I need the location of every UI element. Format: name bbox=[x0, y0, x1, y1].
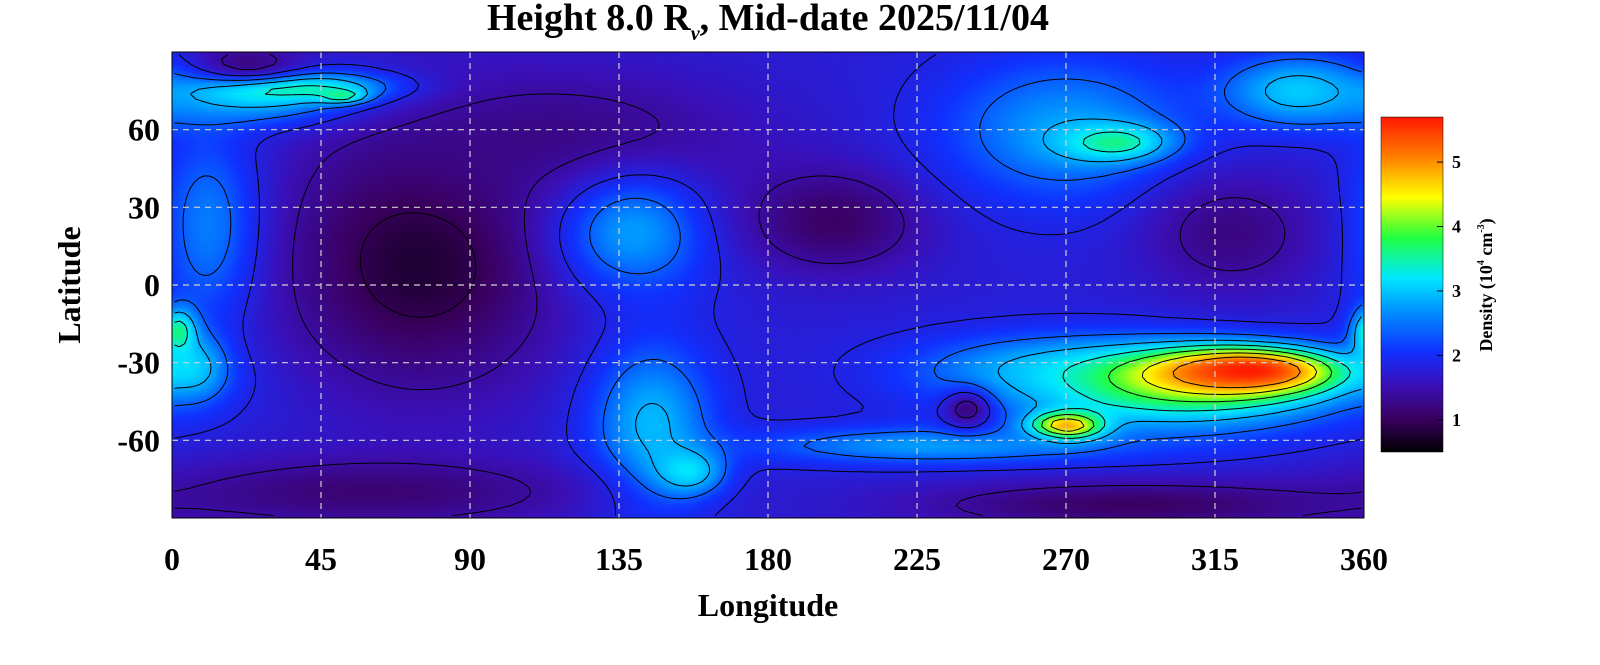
colorbar-label-exp: 4 bbox=[1476, 260, 1487, 265]
x-tick-label: 135 bbox=[595, 541, 643, 577]
title-rest: , Mid-date 2025/11/04 bbox=[700, 0, 1049, 39]
x-tick-label: 270 bbox=[1042, 541, 1090, 577]
contour-line bbox=[174, 85, 1351, 439]
chart-title: Height 8.0 Rν, Mid-date 2025/11/04 bbox=[487, 0, 1049, 45]
contour-line bbox=[1041, 348, 1333, 436]
x-tick-labels: 0 45 90 135 180 225 270 315 360 bbox=[164, 541, 1388, 577]
colorbar-gradient bbox=[1380, 116, 1444, 453]
contour-line bbox=[359, 212, 477, 318]
x-tick-label: 45 bbox=[305, 541, 337, 577]
colorbar-label-mid: cm bbox=[1476, 233, 1496, 260]
x-tick-label: 90 bbox=[454, 541, 486, 577]
x-tick-label: 360 bbox=[1340, 541, 1388, 577]
title-sub: ν bbox=[691, 23, 701, 45]
y-axis-label: Latitude bbox=[51, 226, 87, 343]
y-tick-label: 60 bbox=[128, 112, 160, 148]
x-axis-label: Longitude bbox=[698, 587, 838, 623]
x-tick-label: 180 bbox=[744, 541, 792, 577]
colorbar-label-prefix: Density (10 bbox=[1476, 265, 1497, 352]
contour-line bbox=[1172, 356, 1301, 389]
colorbar-label-suffix: ) bbox=[1476, 218, 1497, 224]
title-main: Height 8.0 R bbox=[487, 0, 691, 39]
colorbar-tick-label: 2 bbox=[1452, 345, 1461, 365]
y-tick-label: -30 bbox=[117, 345, 160, 381]
y-tick-label: 0 bbox=[144, 267, 160, 303]
colorbar-tick-label: 5 bbox=[1452, 152, 1461, 172]
plot-frame bbox=[171, 51, 1365, 519]
colorbar-tick-label: 3 bbox=[1452, 281, 1461, 301]
contour-line bbox=[174, 54, 1362, 516]
contours bbox=[174, 54, 1362, 516]
y-tick-label: -60 bbox=[117, 422, 160, 458]
contour-line bbox=[174, 54, 1362, 516]
colorbar-label-exp2: -3 bbox=[1476, 224, 1487, 232]
y-tick-labels: 60 30 0 -30 -60 bbox=[117, 112, 160, 459]
y-tick-label: 30 bbox=[128, 189, 160, 225]
x-tick-label: 225 bbox=[893, 541, 941, 577]
contour-line bbox=[1050, 352, 1318, 432]
colorbar-tick-label: 1 bbox=[1452, 410, 1461, 430]
colorbar-label: Density (104 cm-3) bbox=[1476, 218, 1497, 351]
grid bbox=[172, 52, 1364, 518]
x-tick-label: 0 bbox=[164, 541, 180, 577]
colorbar-ticks: 1 2 3 4 5 bbox=[1437, 152, 1461, 430]
contour-line bbox=[174, 58, 1362, 500]
colorbar-tick-label: 4 bbox=[1452, 217, 1461, 237]
contour-line bbox=[174, 75, 1362, 487]
x-tick-label: 315 bbox=[1191, 541, 1239, 577]
